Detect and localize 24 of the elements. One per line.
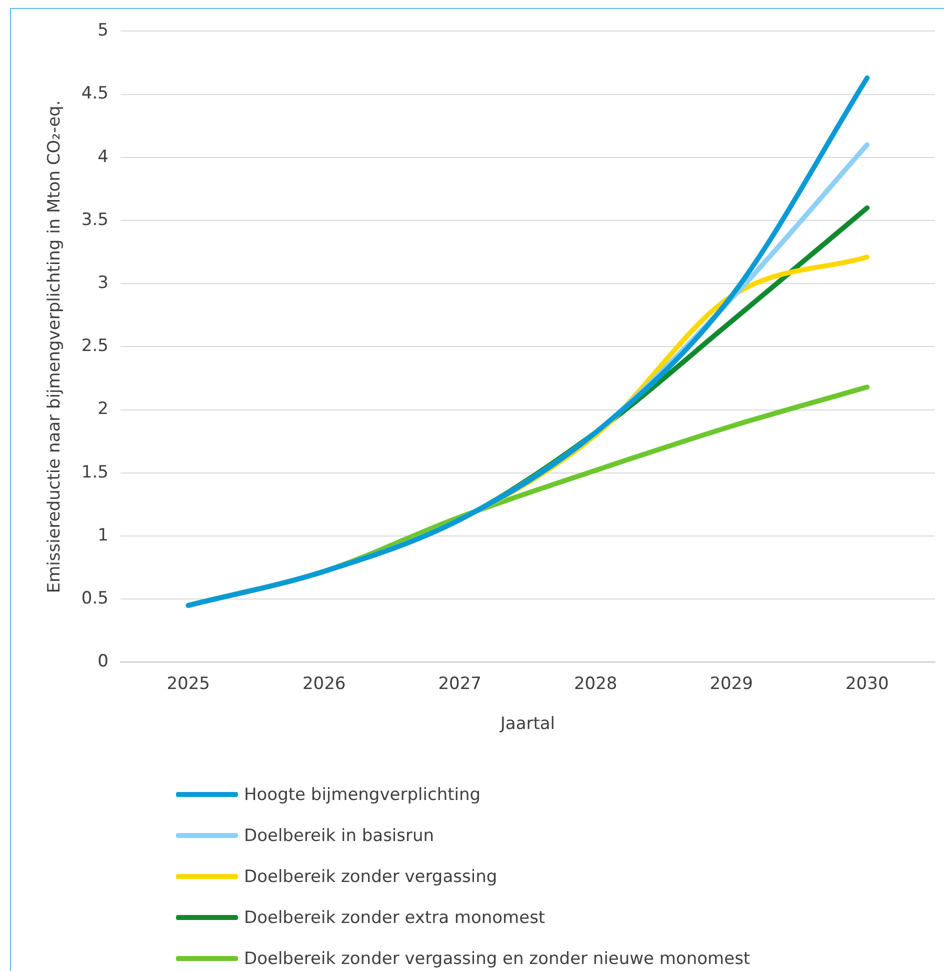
y-tick-label: 2 [98,399,108,420]
y-tick-label: 5 [98,20,108,41]
y-tick-label: 3 [98,273,108,294]
y-tick-label: 4 [98,146,108,167]
y-tick-label: 0.5 [81,588,108,609]
x-tick-label: 2030 [845,674,889,694]
x-tick-label: 2025 [166,674,210,694]
y-tick-label: 0 [98,652,108,672]
x-axis-title: Jaartal [499,714,556,734]
y-tick-label: 2.5 [81,336,108,356]
y-tick-label: 4.5 [81,84,108,104]
legend-label: Hoogte bijmengverplichting [244,784,481,804]
x-tick-label: 2026 [302,674,346,694]
y-tick-label: 1.5 [81,462,108,482]
y-tick-label: 1 [98,525,108,546]
legend-label: Doelbereik zonder vergassing [244,866,498,886]
legend-label: Doelbereik zonder extra monomest [244,908,546,928]
x-tick-label: 2027 [438,674,482,694]
y-tick-label: 3.5 [81,210,108,230]
legend-label: Doelbereik zonder vergassing en zonder nieuwe monomest [244,948,750,968]
y-axis-title: Emissiereductie naar bijmengverplichting in Mton CO₂-eq. [44,100,65,594]
legend-label: Doelbereik in basisrun [244,826,434,846]
x-tick-label: 2029 [710,674,753,694]
x-tick-label: 2028 [574,674,618,694]
